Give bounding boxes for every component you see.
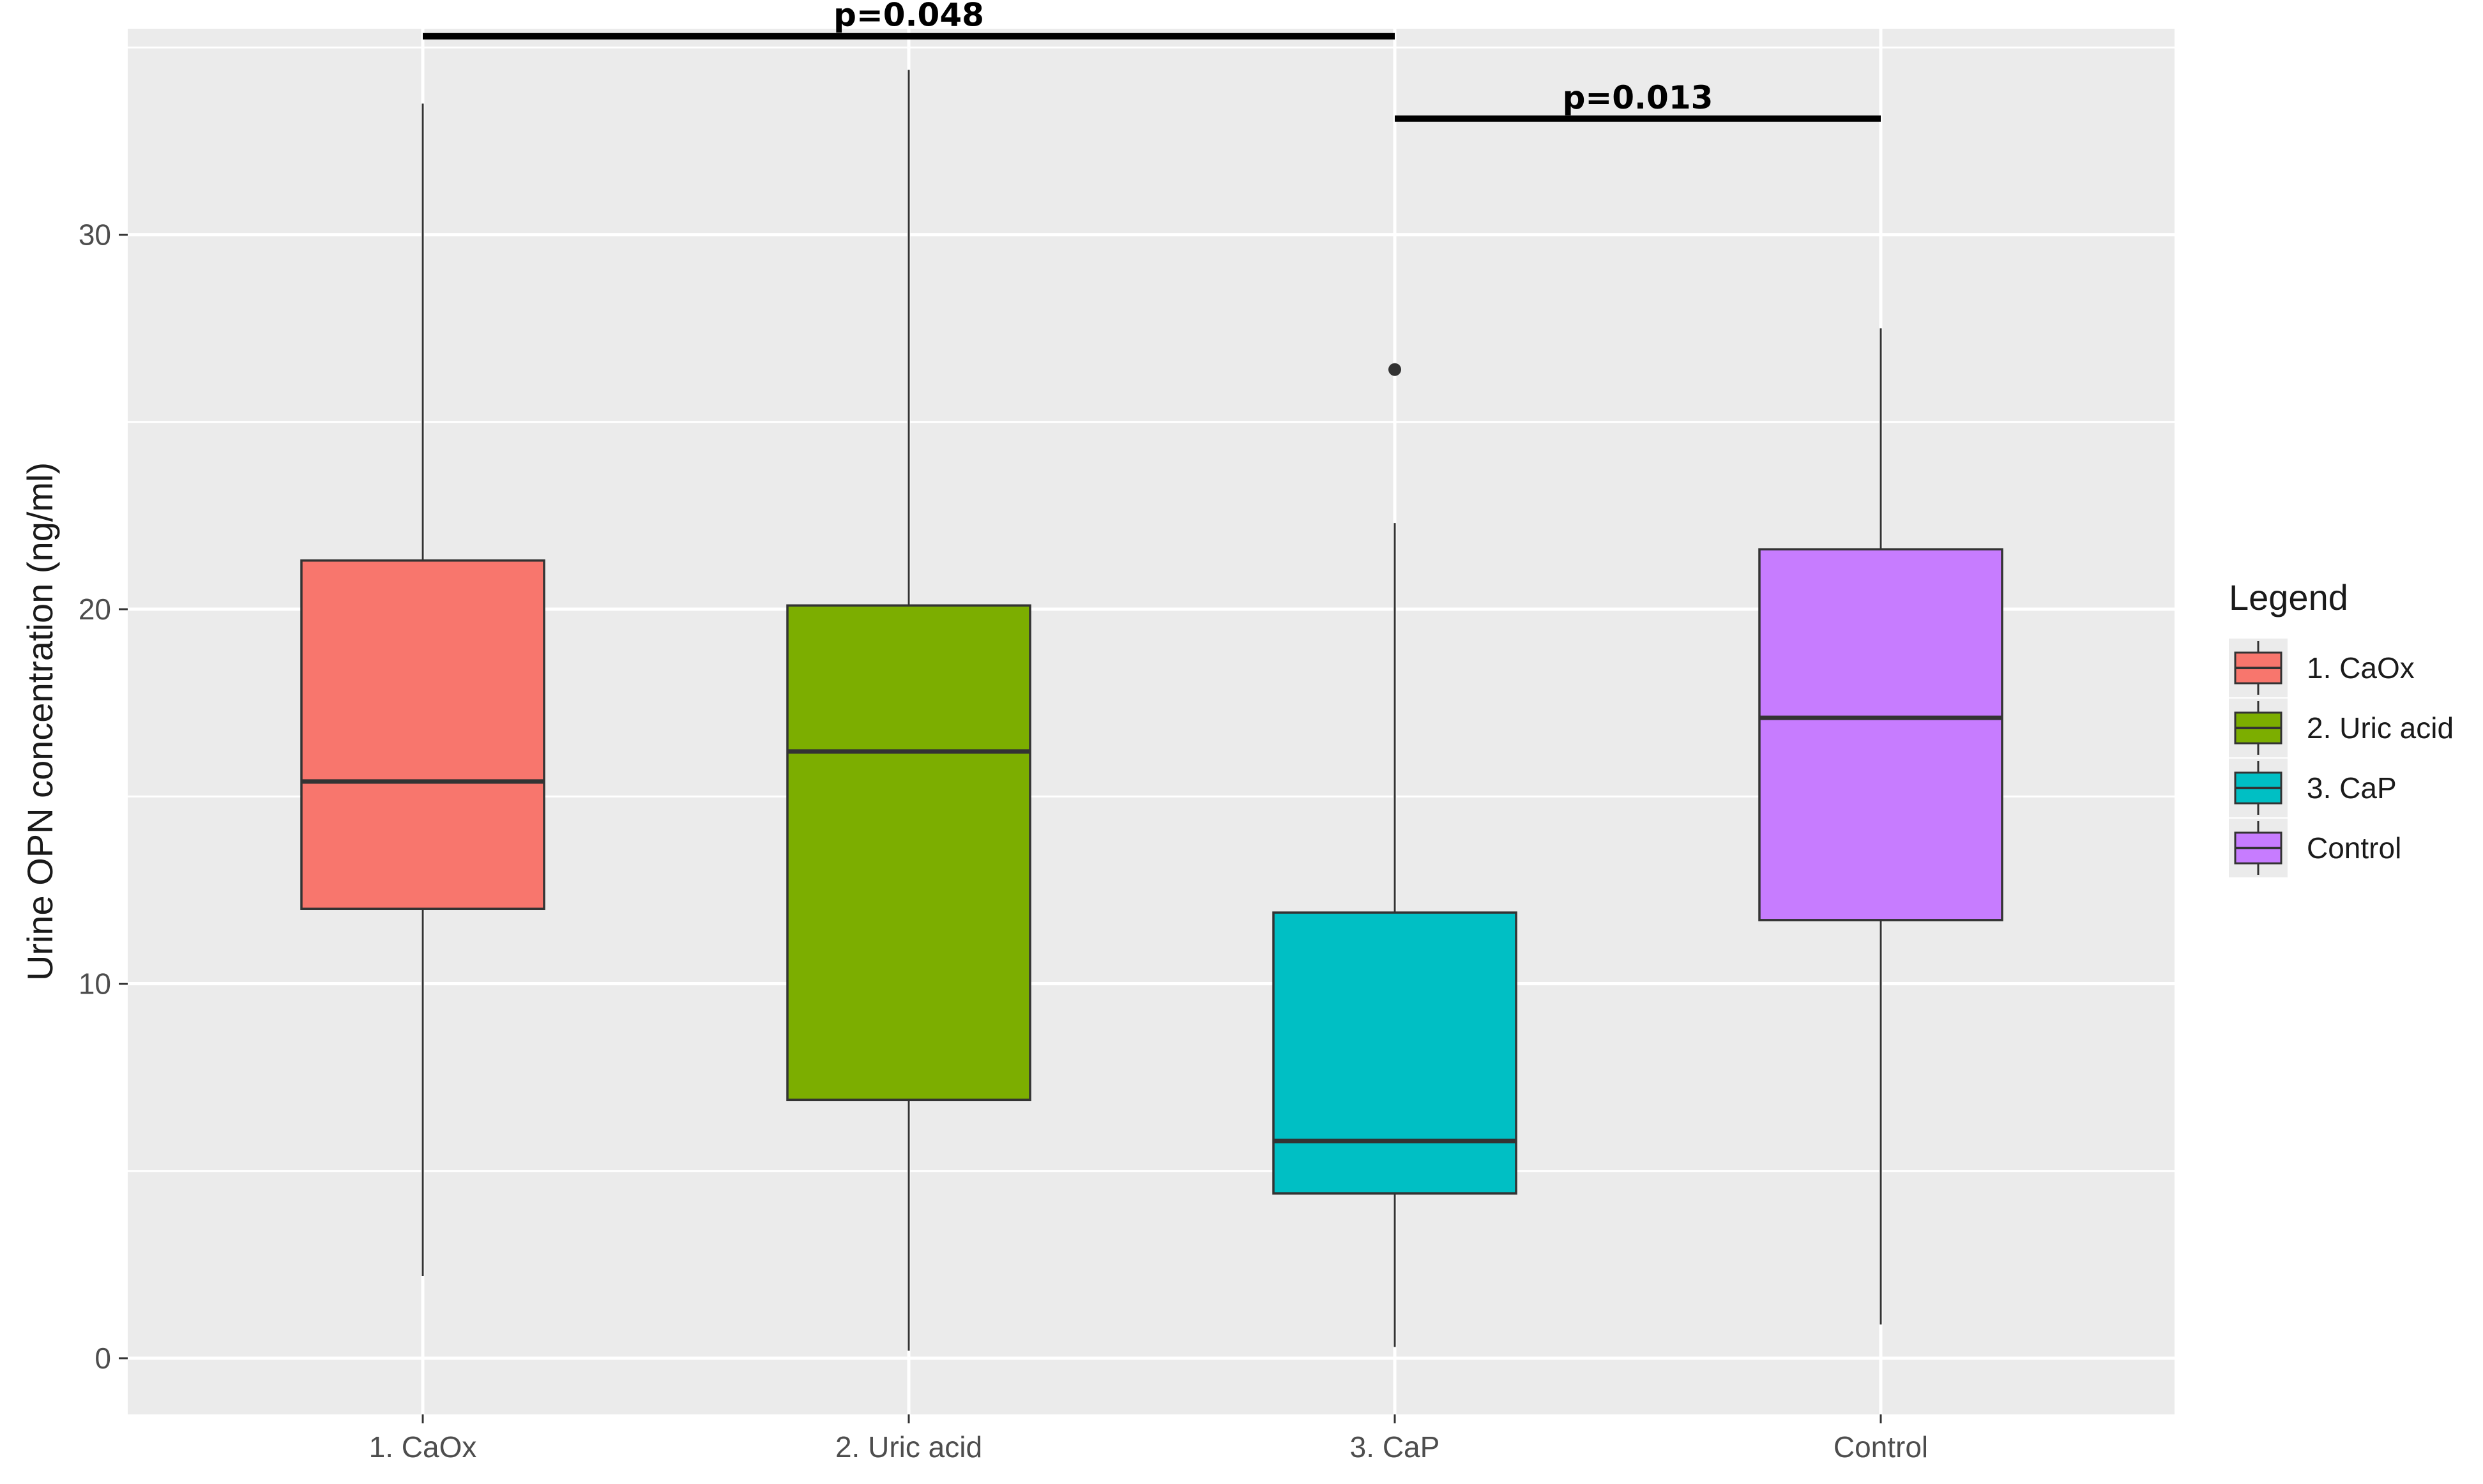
x-tick-label: 3. CaP [1350,1430,1440,1464]
box-iqr [300,559,545,910]
x-tick-label: 1. CaOx [369,1430,477,1464]
boxes-layer [300,70,2003,1351]
box-iqr [786,604,1031,1102]
legend-label: 2. Uric acid [2307,711,2454,745]
legend-label: Control [2307,831,2401,865]
legend-label: 3. CaP [2307,771,2397,805]
significance-label: p=0.048 [833,0,984,34]
significance-label: p=0.013 [1563,79,1713,116]
box-group [1272,363,1517,1347]
x-tick-label: 2. Uric acid [835,1430,982,1464]
y-axis: 0 10 20 30 [79,218,128,1375]
y-tick-label: 0 [95,1342,111,1375]
legend-key: 1. CaOx [2229,639,2415,697]
box-group [300,103,545,1276]
x-tick-label: Control [1834,1430,1928,1464]
y-tick-label: 20 [79,593,111,626]
y-tick-label: 10 [79,967,111,1001]
box-iqr [1758,548,2003,921]
significance-annotations: p=0.048 p=0.013 [423,0,1881,122]
legend: Legend 1. CaOx 2. Uric acid 3. CaP Control [2229,577,2454,877]
box-group [786,70,1031,1351]
box-iqr [1272,911,1517,1195]
legend-key: 2. Uric acid [2229,699,2454,757]
y-tick-label: 30 [79,218,111,252]
legend-title: Legend [2229,577,2348,617]
legend-key: Control [2229,819,2401,877]
y-axis-title: Urine OPN concentration (ng/ml) [20,462,60,981]
outlier-point [1388,363,1401,376]
box-group [1758,328,2003,1325]
legend-key: 3. CaP [2229,759,2397,817]
x-axis: 1. CaOx 2. Uric acid 3. CaP Control [369,1414,1928,1464]
legend-label: 1. CaOx [2307,651,2415,685]
